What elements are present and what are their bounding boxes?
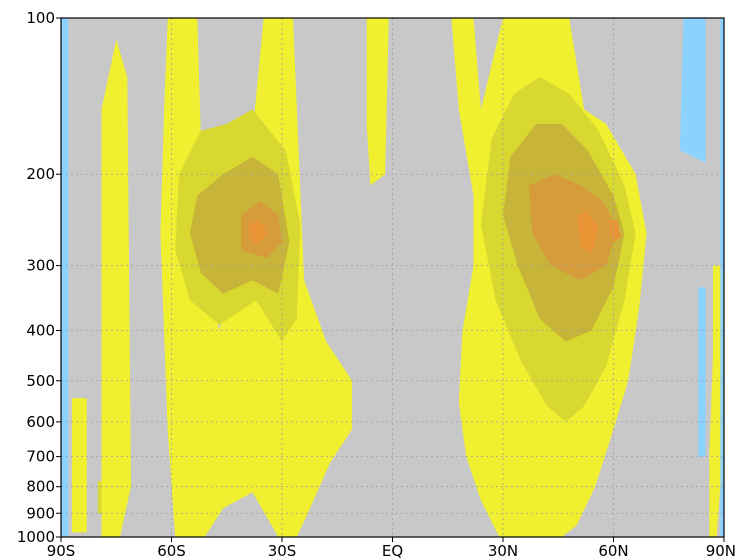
contour-region-level2-12 [97, 481, 102, 514]
contour-region-negative-3 [720, 18, 724, 537]
contour-region-negative-0 [61, 18, 69, 537]
y-tick-label-1: 200 [26, 165, 55, 183]
contour-region-level4-16 [528, 174, 618, 281]
x-tick-label-1: 60S [157, 542, 186, 559]
y-tick-label-7: 800 [26, 478, 55, 496]
contour-region-negative-2 [698, 287, 706, 457]
contour-region-level5-18 [576, 210, 599, 255]
contour-region-level1-9 [709, 265, 721, 537]
y-tick-label-8: 900 [26, 504, 55, 522]
y-tick-label-3: 400 [26, 321, 55, 339]
y-tick-label-4: 500 [26, 372, 55, 390]
y-tick-label-2: 300 [26, 257, 55, 275]
x-tick-label-5: 60N [598, 542, 628, 559]
grid-lines [61, 18, 724, 537]
contour-region-level1-7 [366, 18, 389, 186]
contour-region-level1-4 [72, 398, 87, 533]
y-tick-label-0: 100 [26, 9, 55, 27]
x-axis: 90S 60S 30S EQ 30N 60N 90N [47, 537, 736, 559]
y-tick-label-5: 600 [26, 413, 55, 431]
contour-region-level1-5 [101, 39, 131, 537]
x-tick-label-0: 90S [47, 542, 76, 559]
contour-fills [61, 18, 724, 537]
contour-region-level5-19 [609, 220, 621, 242]
x-tick-label-6: 90N [706, 542, 736, 559]
x-tick-label-4: 30N [488, 542, 518, 559]
x-tick-label-2: 30S [268, 542, 297, 559]
contour-region-negative-1 [679, 18, 706, 163]
contour-region-level3-13 [189, 156, 290, 294]
y-axis: 100 200 300 400 500 600 700 800 900 1000 [17, 9, 61, 546]
y-tick-label-6: 700 [26, 448, 55, 466]
x-tick-label-3: EQ [382, 542, 403, 559]
contour-region-level5-17 [248, 220, 268, 246]
y-tick-label-9: 1000 [17, 528, 55, 546]
